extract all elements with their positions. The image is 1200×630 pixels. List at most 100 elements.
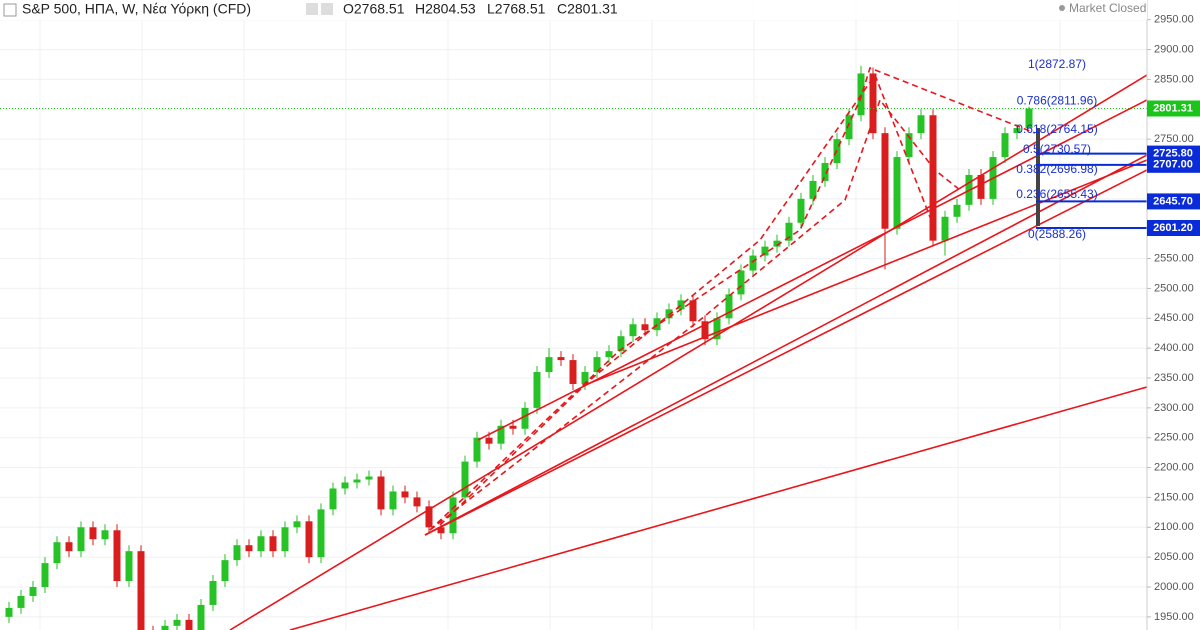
y-tick-label: 2150.00: [1154, 491, 1194, 503]
candle-body: [593, 357, 601, 373]
candle-body: [845, 115, 853, 140]
candle-body: [437, 527, 445, 534]
price-tag: [1147, 193, 1200, 210]
candle-body: [917, 115, 925, 134]
candle-body: [209, 581, 217, 605]
candle-body: [557, 357, 565, 361]
candle-body: [341, 482, 349, 489]
candle-body: [17, 595, 25, 608]
trend-line: [424, 154, 1147, 536]
fib-label: 0.236(2655.43): [1016, 187, 1097, 201]
candle-body: [857, 73, 865, 116]
candle-body: [497, 425, 505, 444]
price-tag: [1147, 219, 1200, 236]
y-tick-label: 2500.00: [1154, 282, 1194, 294]
candle-body: [509, 425, 517, 429]
candle-body: [89, 527, 97, 540]
candle-body: [797, 198, 805, 223]
fib-label: 0.786(2811.96): [1017, 93, 1098, 107]
fib-label: 0.5(2730.57): [1023, 142, 1091, 156]
y-tick-label: 2750.00: [1154, 133, 1194, 145]
candle-body: [281, 527, 289, 552]
grid-layer: [0, 0, 1147, 630]
market-status: Market Closed: [1069, 1, 1146, 15]
y-tick-label: 2400.00: [1154, 342, 1194, 354]
y-tick-label: 2850.00: [1154, 73, 1194, 85]
y-tick-label: 2200.00: [1154, 461, 1194, 473]
symbol-title: S&P 500, ΗΠΑ, W, Νέα Υόρκη (CFD): [22, 1, 251, 17]
candle-body: [485, 437, 493, 444]
candle-body: [905, 133, 913, 158]
candle-body: [197, 604, 205, 630]
candle-body: [473, 437, 481, 462]
candle-body: [929, 115, 937, 241]
status-dot: [1059, 5, 1065, 11]
candle-body: [329, 488, 337, 510]
candle-body: [641, 324, 649, 331]
candle-body: [101, 530, 109, 540]
candle-body: [77, 527, 85, 552]
candle-body: [293, 521, 301, 528]
candle-body: [1025, 108, 1033, 129]
icon[interactable]: [306, 3, 318, 15]
toggle-icon[interactable]: [3, 3, 17, 17]
candle-body: [701, 321, 709, 340]
candle-body: [881, 133, 889, 229]
y-tick-label: 2450.00: [1154, 312, 1194, 324]
candle-body: [389, 491, 397, 510]
header-bg: [0, 0, 1147, 20]
y-tick-label: 2550.00: [1154, 252, 1194, 264]
candle-body: [317, 509, 325, 558]
drawings: [229, 66, 1147, 630]
y-tick-label: 2250.00: [1154, 432, 1194, 444]
trend-dashed: [439, 73, 936, 526]
candle-body: [413, 497, 421, 507]
candle-body: [725, 294, 733, 319]
price-tag-label: 2801.31: [1153, 102, 1193, 114]
candle-body: [1013, 128, 1021, 134]
candle-body: [161, 625, 169, 630]
candle-body: [365, 476, 373, 480]
candle-body: [137, 551, 145, 630]
trend-line: [584, 159, 1147, 386]
price-tag: [1147, 156, 1200, 173]
candle-body: [665, 309, 673, 319]
fib-layer: 1(2872.87) 0.786(2811.96) 0.618(2764.15) 0.…: [1016, 57, 1147, 241]
candle-body: [821, 163, 829, 181]
price-tag-label: 2707.00: [1153, 159, 1193, 171]
candle-body: [689, 300, 697, 322]
trend-dashed: [429, 98, 961, 531]
candle-body: [977, 174, 985, 199]
candle-body: [617, 336, 625, 352]
candle-body: [233, 545, 241, 561]
y-tick-label: 2350.00: [1154, 372, 1194, 384]
y-tick-label: 2100.00: [1154, 521, 1194, 533]
candle-body: [305, 521, 313, 558]
y-tick-label: 2050.00: [1154, 551, 1194, 563]
candle-body: [269, 536, 277, 552]
fib-label: 0.618(2764.15): [1016, 122, 1097, 136]
price-tag-label: 2645.70: [1153, 195, 1193, 207]
candle-body: [605, 351, 613, 358]
trend-line: [289, 386, 1147, 630]
ohlc-close: C2801.31: [557, 1, 618, 17]
candle-body: [401, 491, 409, 498]
trend-dashed: [429, 66, 1036, 531]
candle-body: [533, 372, 541, 408]
price-tag-label: 2725.80: [1153, 147, 1193, 159]
y-tick-label: 2000.00: [1154, 581, 1194, 593]
candle-body: [869, 73, 877, 134]
candle-body: [377, 476, 385, 510]
candle-body: [521, 407, 529, 429]
icon[interactable]: [321, 3, 333, 15]
trend-line: [424, 169, 1147, 536]
candle-body: [737, 270, 745, 295]
fib-label: 1(2872.87): [1028, 57, 1086, 71]
candle-body: [893, 157, 901, 229]
candle-body: [41, 563, 49, 588]
header: S&P 500, ΗΠΑ, W, Νέα Υόρκη (CFD) O2768.5…: [0, 0, 1147, 20]
candle-body: [1001, 133, 1009, 158]
candle-body: [125, 551, 133, 582]
candle-body: [65, 542, 73, 552]
